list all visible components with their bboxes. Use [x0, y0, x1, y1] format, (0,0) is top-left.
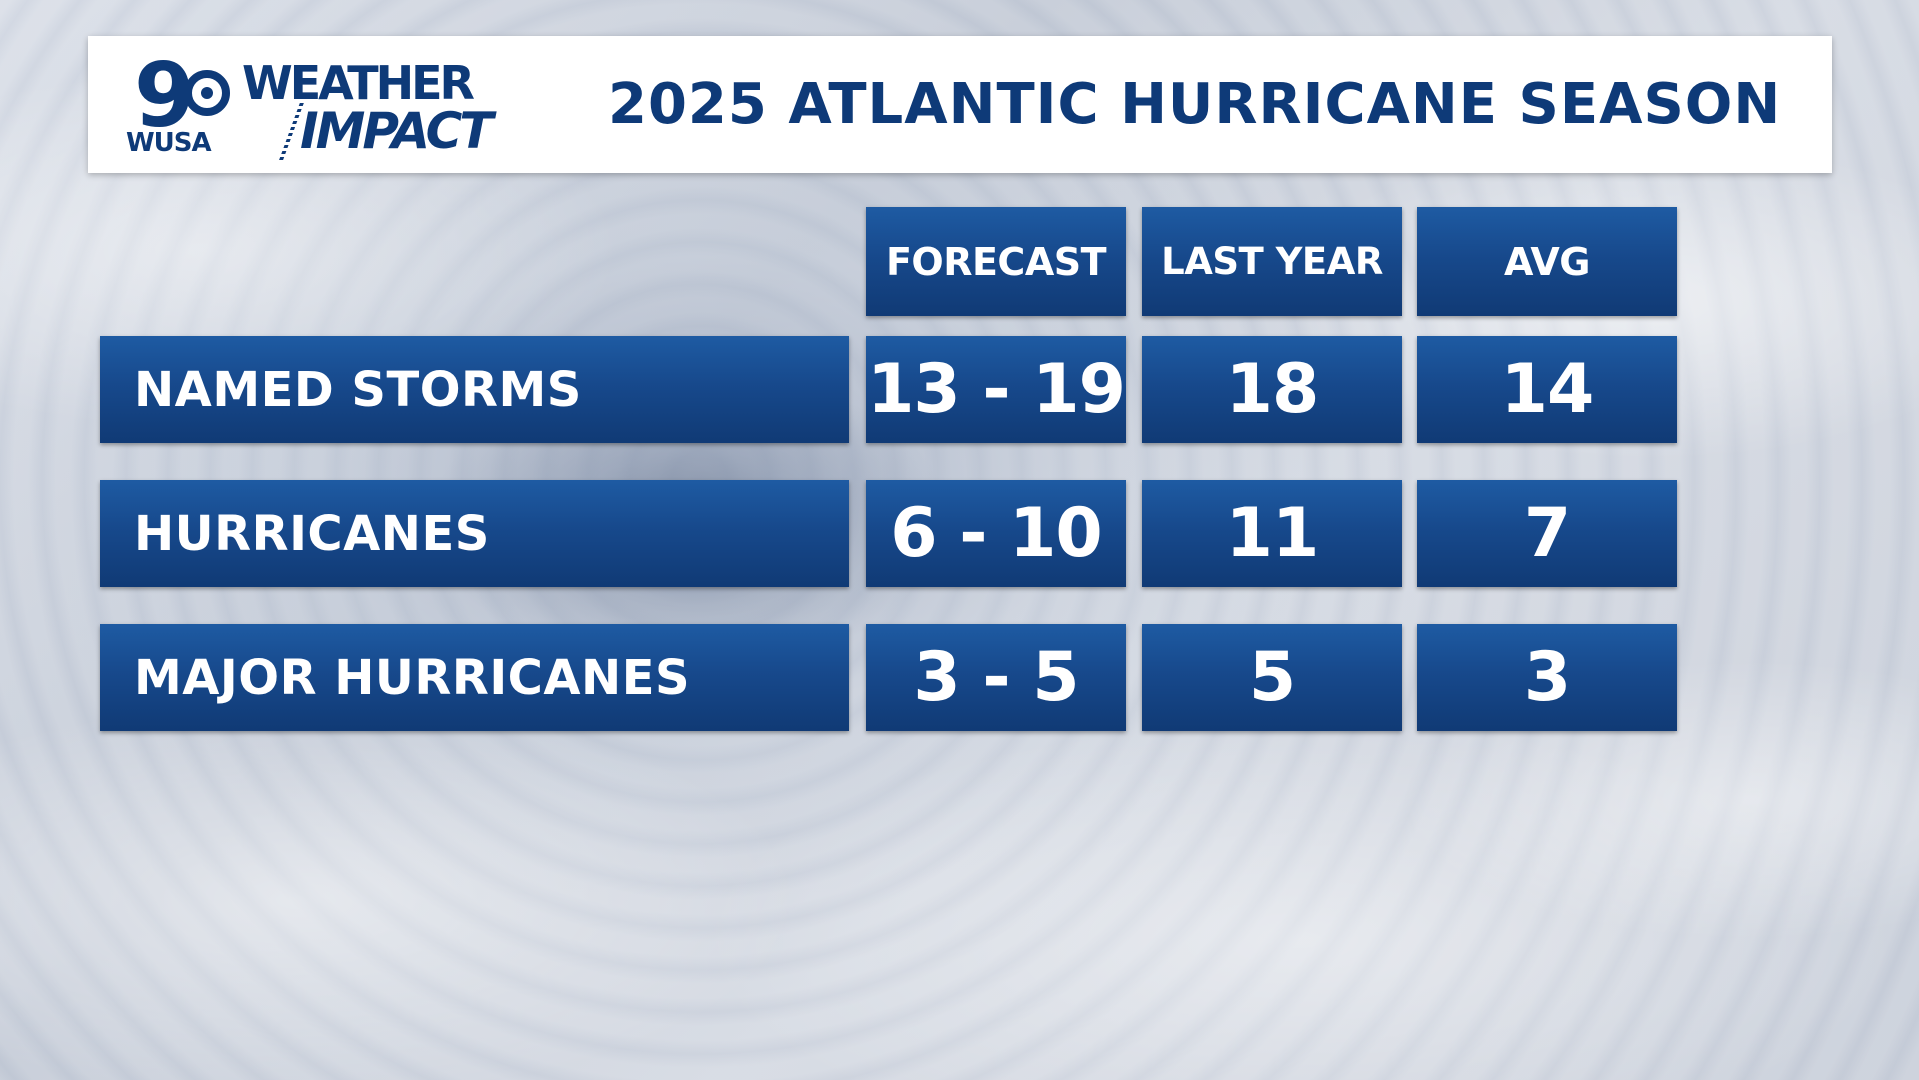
major-hurricanes-forecast-value: 3 - 5	[866, 624, 1126, 731]
hurricanes-last-year-value: 11	[1142, 480, 1402, 587]
wusa9-weather-impact-logo: 9 WUSA WEATHER IMPACT	[122, 44, 562, 162]
column-header-forecast: FORECAST	[866, 207, 1126, 316]
logo-weather-word: WEATHER	[242, 56, 475, 110]
named-storms-last-year-value: 18	[1142, 336, 1402, 443]
named-storms-forecast-value: 13 - 19	[866, 336, 1126, 443]
major-hurricanes-last-year-value: 5	[1142, 624, 1402, 731]
named-storms-avg-value: 14	[1417, 336, 1677, 443]
station-name: WUSA	[126, 128, 212, 158]
row-label-named-storms: NAMED STORMS	[100, 336, 849, 443]
title-banner: 9 WUSA WEATHER IMPACT 2025 ATLANTIC HURR…	[88, 36, 1832, 173]
row-label-major-hurricanes: MAJOR HURRICANES	[100, 624, 849, 731]
hurricanes-forecast-value: 6 - 10	[866, 480, 1126, 587]
row-label-hurricanes: HURRICANES	[100, 480, 849, 587]
hurricanes-avg-value: 7	[1417, 480, 1677, 587]
column-header-avg: AVG	[1417, 207, 1677, 316]
column-header-last-year: LAST YEAR	[1142, 207, 1402, 316]
cbs-eye-icon	[184, 70, 230, 116]
major-hurricanes-avg-value: 3	[1417, 624, 1677, 731]
page-title: 2025 ATLANTIC HURRICANE SEASON	[608, 72, 1782, 137]
logo-impact-word: IMPACT	[300, 102, 493, 160]
